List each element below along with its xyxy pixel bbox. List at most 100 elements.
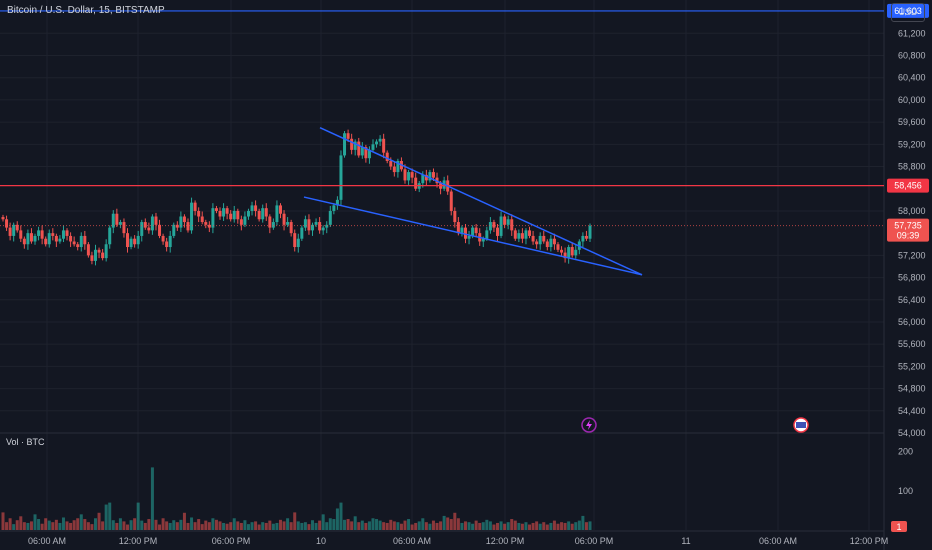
candle-body bbox=[15, 224, 19, 231]
candle-body bbox=[552, 238, 556, 245]
candle-body bbox=[282, 213, 286, 225]
volume-bar bbox=[332, 519, 336, 530]
volume-bar bbox=[567, 521, 571, 530]
volume-bar bbox=[328, 518, 332, 530]
volume-bar bbox=[243, 520, 247, 530]
volume-bar bbox=[154, 519, 158, 530]
chart-grid bbox=[0, 0, 885, 550]
time-tick-label: 12:00 PM bbox=[119, 536, 158, 546]
candle-body bbox=[488, 222, 492, 231]
candle-body bbox=[54, 235, 58, 242]
candle-body bbox=[460, 227, 464, 234]
candle-body bbox=[563, 252, 567, 259]
volume-bar bbox=[83, 519, 87, 530]
volume-bar bbox=[143, 522, 147, 530]
currency-button[interactable]: USD bbox=[891, 3, 925, 22]
volume-bar bbox=[531, 522, 535, 530]
candle-body bbox=[97, 249, 101, 253]
volume-bar bbox=[165, 521, 169, 530]
candle-body bbox=[375, 141, 379, 145]
volume-bar bbox=[268, 520, 272, 530]
price-tick-label: 57,200 bbox=[898, 250, 926, 260]
candle-body bbox=[264, 208, 268, 217]
time-tick-label: 10 bbox=[316, 536, 326, 546]
time-tick-label: 12:00 PM bbox=[850, 536, 889, 546]
volume-bar bbox=[503, 523, 507, 530]
volume-bar bbox=[8, 518, 12, 530]
volume-bar bbox=[282, 521, 286, 530]
volume-bar bbox=[510, 519, 514, 530]
candle-body bbox=[101, 252, 105, 259]
volume-bar bbox=[353, 516, 357, 530]
candle-body bbox=[328, 210, 332, 225]
volume-bar bbox=[431, 520, 435, 530]
volume-bar bbox=[97, 512, 101, 530]
wedge-lower-trendline bbox=[303, 196, 643, 276]
price-tick-label: 56,000 bbox=[898, 317, 926, 327]
candle-body bbox=[567, 247, 571, 259]
volume-bar bbox=[264, 522, 268, 530]
volume-bar bbox=[485, 519, 489, 530]
volume-bar bbox=[214, 519, 218, 530]
volume-bar bbox=[140, 520, 144, 530]
candlesticks bbox=[1, 129, 592, 266]
volume-bar bbox=[375, 519, 379, 530]
chart-title: Bitcoin / U.S. Dollar, 15, BITSTAMP bbox=[7, 5, 165, 16]
volume-bar bbox=[22, 522, 26, 530]
volume-bar bbox=[360, 520, 364, 530]
volume-bar bbox=[61, 517, 65, 530]
volume-bar bbox=[65, 521, 69, 530]
candle-body bbox=[108, 227, 112, 245]
candle-body bbox=[510, 219, 514, 231]
volume-bar bbox=[303, 522, 307, 530]
candle-body bbox=[58, 238, 62, 242]
volume-bar bbox=[399, 523, 403, 530]
candle-body bbox=[204, 222, 208, 225]
candle-body bbox=[186, 222, 190, 231]
candle-body bbox=[343, 133, 347, 156]
candle-body bbox=[8, 227, 12, 236]
volume-bar bbox=[581, 515, 585, 530]
volume-bar bbox=[51, 522, 55, 530]
candle-body bbox=[83, 235, 87, 245]
candle-body bbox=[5, 219, 9, 228]
candle-body bbox=[179, 216, 183, 228]
volume-bar bbox=[403, 520, 407, 530]
candle-body bbox=[268, 216, 272, 228]
volume-bar bbox=[271, 523, 275, 530]
candle-body bbox=[403, 169, 407, 181]
price-axis: 61,200 60,800 60,400 60,000 59,600 59,200 58,8… bbox=[898, 28, 926, 496]
candle-body bbox=[175, 224, 179, 228]
candle-body bbox=[531, 235, 535, 242]
time-tick-label: 06:00 PM bbox=[575, 536, 614, 546]
candle-body bbox=[463, 227, 467, 239]
volume-bar bbox=[79, 514, 83, 530]
candle-body bbox=[542, 235, 546, 242]
candle-body bbox=[65, 230, 69, 236]
volume-bar bbox=[33, 514, 37, 530]
volume-bar bbox=[126, 524, 130, 530]
candle-body bbox=[218, 210, 222, 217]
candle-body bbox=[19, 230, 23, 239]
volume-bar bbox=[407, 519, 411, 530]
volume-bar bbox=[104, 504, 108, 530]
candle-body bbox=[33, 235, 37, 242]
volume-bar bbox=[488, 521, 492, 530]
volume-bar bbox=[364, 522, 368, 530]
volume-bar bbox=[446, 517, 450, 530]
lightning-glyph bbox=[586, 420, 592, 430]
volume-bar bbox=[133, 518, 137, 530]
volume-bar bbox=[428, 523, 432, 530]
candle-body bbox=[350, 138, 354, 150]
volume-bar bbox=[44, 518, 48, 530]
candle-body bbox=[182, 216, 186, 223]
price-tick-label: 55,200 bbox=[898, 361, 926, 371]
volume-bar bbox=[186, 522, 190, 530]
price-tick-label: 55,600 bbox=[898, 339, 926, 349]
volume-bar bbox=[175, 522, 179, 530]
candle-body bbox=[421, 174, 425, 184]
candle-body bbox=[407, 172, 411, 181]
volume-bar bbox=[172, 520, 176, 530]
volume-bar bbox=[261, 522, 265, 530]
